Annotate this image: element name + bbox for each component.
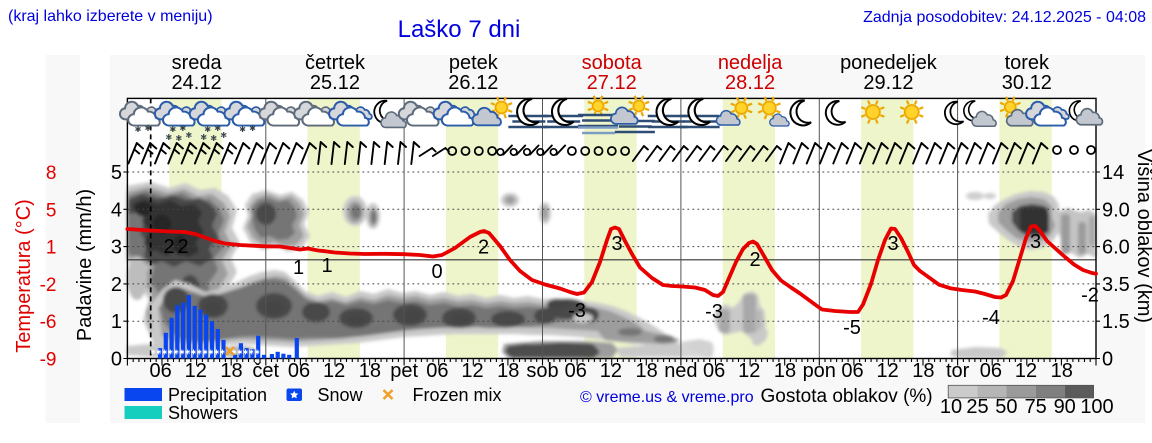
svg-text:Frozen mix: Frozen mix	[413, 385, 502, 405]
svg-text:12: 12	[461, 360, 483, 382]
svg-text:-5: -5	[843, 317, 861, 339]
svg-text:četrtek: četrtek	[305, 52, 366, 74]
svg-text:12: 12	[1015, 360, 1037, 382]
svg-text:1: 1	[111, 311, 122, 333]
svg-text:24.12: 24.12	[172, 72, 222, 94]
svg-text:2: 2	[111, 274, 122, 296]
svg-text:3: 3	[1030, 231, 1041, 253]
svg-text:2: 2	[749, 249, 760, 271]
svg-text:18: 18	[1051, 360, 1073, 382]
svg-text:5: 5	[46, 200, 57, 221]
svg-text:12: 12	[877, 360, 899, 382]
svg-text:sobota: sobota	[582, 52, 643, 74]
svg-text:ned: ned	[664, 360, 697, 382]
svg-text:14: 14	[1102, 162, 1124, 184]
svg-text:2: 2	[163, 236, 174, 258]
svg-text:12: 12	[600, 360, 622, 382]
svg-text:2: 2	[177, 236, 188, 258]
svg-text:8: 8	[46, 163, 57, 184]
svg-text:10: 10	[940, 396, 962, 418]
svg-text:3: 3	[111, 237, 122, 259]
svg-text:12: 12	[185, 360, 207, 382]
svg-text:18: 18	[635, 360, 657, 382]
svg-text:0: 0	[1102, 349, 1113, 371]
svg-text:1: 1	[293, 257, 304, 279]
svg-text:06: 06	[565, 360, 587, 382]
svg-text:18: 18	[359, 360, 381, 382]
svg-text:čet: čet	[252, 360, 279, 382]
svg-text:1: 1	[46, 238, 57, 259]
svg-text:9.0: 9.0	[1102, 199, 1130, 221]
svg-text:3: 3	[887, 233, 898, 255]
svg-text:18: 18	[220, 360, 242, 382]
svg-text:3.5: 3.5	[1102, 274, 1130, 296]
svg-text:© vreme.us & vreme.pro: © vreme.us & vreme.pro	[580, 389, 754, 406]
svg-text:-9: -9	[40, 350, 57, 371]
svg-text:06: 06	[841, 360, 863, 382]
svg-text:18: 18	[497, 360, 519, 382]
svg-text:3: 3	[611, 233, 622, 255]
svg-text:Temperatura (°C): Temperatura (°C)	[13, 199, 35, 353]
svg-text:06: 06	[980, 360, 1002, 382]
svg-text:50: 50	[995, 396, 1017, 418]
svg-text:Precipitation: Precipitation	[168, 385, 267, 405]
svg-text:29.12: 29.12	[863, 72, 913, 94]
svg-text:Zadnja posodobitev: 24.12.2025: Zadnja posodobitev: 24.12.2025 - 04:08	[863, 9, 1146, 26]
svg-text:06: 06	[426, 360, 448, 382]
svg-text:18: 18	[774, 360, 796, 382]
svg-text:-3: -3	[568, 300, 586, 322]
svg-text:1: 1	[321, 255, 332, 277]
svg-text:12: 12	[323, 360, 345, 382]
svg-text:-2: -2	[40, 275, 57, 296]
svg-text:26.12: 26.12	[448, 72, 498, 94]
svg-text:petek: petek	[449, 52, 499, 74]
svg-text:06: 06	[703, 360, 725, 382]
svg-text:Gostota oblakov (%): Gostota oblakov (%)	[761, 386, 933, 407]
svg-text:torek: torek	[1005, 52, 1050, 74]
svg-text:-3: -3	[705, 301, 723, 323]
svg-text:-4: -4	[982, 307, 1000, 329]
svg-text:6.0: 6.0	[1102, 237, 1130, 259]
svg-text:tor: tor	[946, 360, 970, 382]
svg-text:Laško 7 dni: Laško 7 dni	[398, 16, 521, 43]
svg-text:Padavine (mm/h): Padavine (mm/h)	[74, 189, 96, 341]
svg-text:-2: -2	[1081, 285, 1099, 307]
svg-text:100: 100	[1080, 396, 1113, 418]
svg-text:-6: -6	[40, 312, 57, 333]
svg-text:06: 06	[149, 360, 171, 382]
svg-text:pon: pon	[803, 360, 836, 382]
svg-text:4: 4	[111, 199, 122, 221]
svg-text:25.12: 25.12	[310, 72, 360, 94]
svg-text:5: 5	[111, 162, 122, 184]
svg-text:30.12: 30.12	[1002, 72, 1052, 94]
svg-text:25: 25	[966, 396, 988, 418]
svg-text:0: 0	[111, 349, 122, 371]
svg-text:75: 75	[1025, 396, 1047, 418]
svg-text:27.12: 27.12	[587, 72, 637, 94]
svg-text:28.12: 28.12	[725, 72, 775, 94]
svg-text:pet: pet	[390, 360, 418, 382]
svg-text:12: 12	[738, 360, 760, 382]
svg-text:Showers: Showers	[168, 403, 238, 423]
svg-text:Višina oblakov (km): Višina oblakov (km)	[1133, 149, 1152, 323]
svg-text:06: 06	[288, 360, 310, 382]
svg-text:ponedeljek: ponedeljek	[840, 52, 938, 74]
svg-text:1.5: 1.5	[1102, 311, 1130, 333]
svg-text:sreda: sreda	[172, 52, 223, 74]
svg-text:0: 0	[431, 261, 442, 283]
svg-text:nedelja: nedelja	[718, 52, 783, 74]
svg-text:Snow: Snow	[318, 385, 364, 405]
svg-text:2: 2	[478, 237, 489, 259]
svg-text:sob: sob	[526, 360, 558, 382]
svg-text:90: 90	[1054, 396, 1076, 418]
svg-text:18: 18	[912, 360, 934, 382]
svg-text:(kraj lahko izberete v meniju): (kraj lahko izberete v meniju)	[8, 8, 213, 25]
